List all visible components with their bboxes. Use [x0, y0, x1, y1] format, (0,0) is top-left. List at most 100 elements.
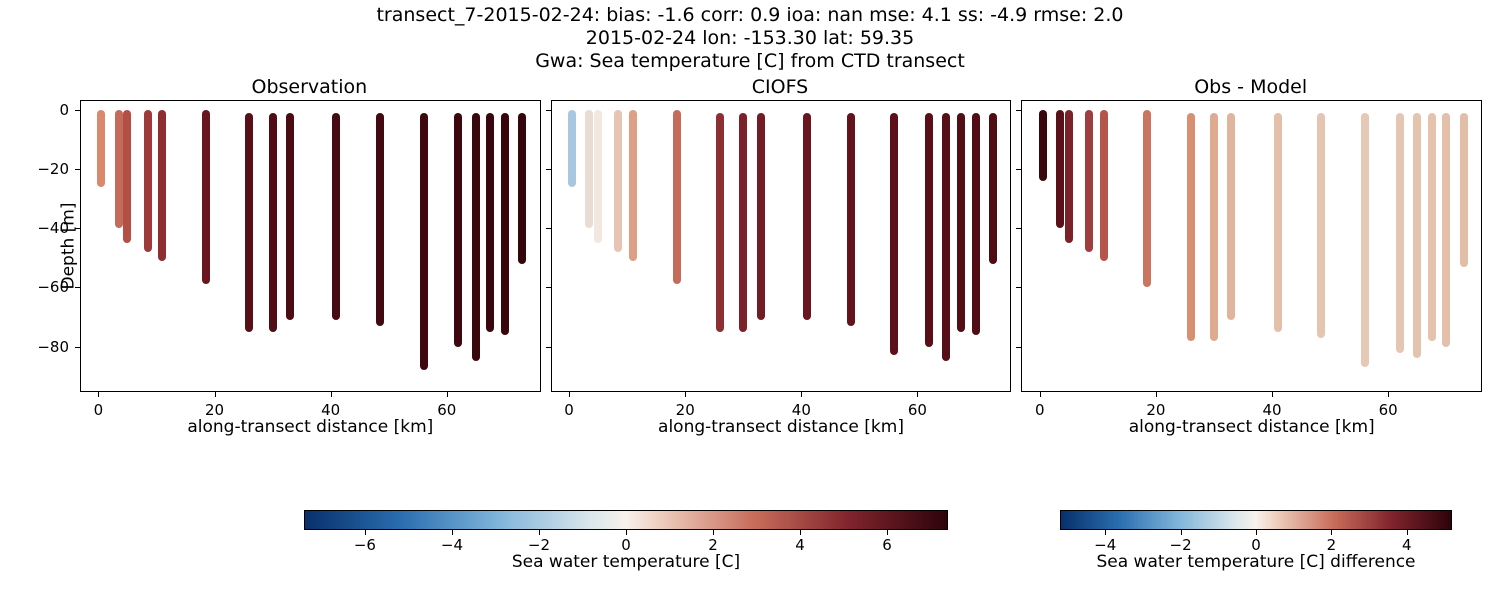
- colorbar-tick-label: 0: [621, 536, 631, 554]
- profile-bar: [332, 113, 340, 320]
- profile-bar: [486, 113, 494, 332]
- y-ticks: [542, 101, 552, 391]
- profile-bar: [144, 110, 152, 252]
- x-tick: [685, 391, 686, 397]
- y-tick: [546, 347, 552, 348]
- colorbars-row: −6−4−20246Sea water temperature [C]−4−20…: [80, 510, 1480, 580]
- colorbar-tick-label: −4: [441, 536, 463, 554]
- colorbar-tick-label: 4: [1402, 536, 1412, 554]
- x-tick: [1040, 391, 1041, 397]
- colorbar-tick: [1181, 530, 1182, 535]
- colorbar-tick: [800, 530, 801, 535]
- figure: transect_7-2015-02-24: bias: -1.6 corr: …: [0, 0, 1500, 600]
- plot-area: 0−20−40−60−800204060Depth [m]along-trans…: [80, 100, 541, 392]
- profile-bar: [1065, 110, 1073, 243]
- profile-bar: [1460, 113, 1468, 267]
- profile-bar: [472, 113, 480, 362]
- profile-bar: [158, 110, 166, 261]
- profile-bar: [594, 110, 602, 243]
- colorbar-gradient: [304, 510, 948, 530]
- profile-bar: [1317, 113, 1325, 338]
- x-ticks: 0204060: [81, 391, 540, 401]
- colorbar-tick-label: −2: [1170, 536, 1192, 554]
- colorbar-tick-label: −2: [528, 536, 550, 554]
- y-axis-label: Depth [m]: [59, 202, 79, 289]
- y-tick: [75, 169, 81, 170]
- colorbar-tick: [887, 530, 888, 535]
- colorbar-tick-label: 2: [708, 536, 718, 554]
- x-ticks: 0204060: [552, 391, 1011, 401]
- x-ticks: 0204060: [1022, 391, 1481, 401]
- colorbar-tick: [1256, 530, 1257, 535]
- y-tick: [546, 110, 552, 111]
- profile-bar: [803, 113, 811, 320]
- y-tick: [1016, 110, 1022, 111]
- y-tick: [75, 110, 81, 111]
- profile-bar: [518, 113, 526, 264]
- plot-area: 0204060along-transect distance [km]: [551, 100, 1012, 392]
- colorbar-tick: [1331, 530, 1332, 535]
- y-tick: [1016, 287, 1022, 288]
- profile-bar: [376, 113, 384, 326]
- colorbar-ticks: −4−2024: [1060, 530, 1452, 550]
- profile-bar: [585, 110, 593, 228]
- y-tick-label: 0: [59, 101, 69, 119]
- profile-bar: [1227, 113, 1235, 320]
- profile-bar: [1210, 113, 1218, 341]
- x-tick: [917, 391, 918, 397]
- profile-bar: [97, 110, 105, 187]
- colorbar-tick: [365, 530, 366, 535]
- profile-bar: [890, 113, 898, 356]
- y-tick-label: −20: [37, 160, 69, 178]
- profile-bar: [942, 113, 950, 362]
- colorbar-tick-label: 0: [1251, 536, 1261, 554]
- profile-bar: [420, 113, 428, 370]
- title-line-3: Gwa: Sea temperature [C] from CTD transe…: [0, 50, 1500, 73]
- profile-bar: [245, 113, 253, 332]
- colorbar-tick: [452, 530, 453, 535]
- profile-bar: [989, 113, 997, 264]
- y-tick-label: −80: [37, 338, 69, 356]
- panel-title: Observation: [80, 76, 539, 98]
- x-tick: [447, 391, 448, 397]
- profile-bar: [269, 113, 277, 332]
- profile-bar: [739, 113, 747, 332]
- colorbar: −6−4−20246Sea water temperature [C]: [304, 510, 948, 572]
- colorbar-ticks: −6−4−20246: [304, 530, 948, 550]
- colorbar-tick-label: −4: [1094, 536, 1116, 554]
- profile-bar: [1056, 110, 1064, 228]
- profile-bar: [673, 110, 681, 285]
- x-tick: [1156, 391, 1157, 397]
- colorbar-tick: [539, 530, 540, 535]
- colorbar-label: Sea water temperature [C]: [304, 552, 948, 572]
- colorbar-tick-label: 2: [1327, 536, 1337, 554]
- profile-bar: [1442, 113, 1450, 347]
- figure-title-block: transect_7-2015-02-24: bias: -1.6 corr: …: [0, 4, 1500, 72]
- profile-bar: [1085, 110, 1093, 252]
- colorbar-tick-label: −6: [354, 536, 376, 554]
- title-line-2: 2015-02-24 lon: -153.30 lat: 59.35: [0, 27, 1500, 50]
- colorbar-tick-label: 6: [882, 536, 892, 554]
- colorbar-tick: [1407, 530, 1408, 535]
- x-tick: [801, 391, 802, 397]
- y-tick: [1016, 228, 1022, 229]
- x-tick: [331, 391, 332, 397]
- panel-title: CIOFS: [551, 76, 1010, 98]
- y-tick: [1016, 169, 1022, 170]
- profile-bar: [629, 110, 637, 261]
- panels-row: Observation0−20−40−60−800204060Depth [m]…: [80, 100, 1480, 450]
- profile-bar: [123, 110, 131, 243]
- profile-bar: [925, 113, 933, 347]
- profile-bar: [1039, 110, 1047, 181]
- profile-bar: [1361, 113, 1369, 367]
- panel: Obs - Model0204060along-transect distanc…: [1021, 100, 1480, 450]
- x-tick: [215, 391, 216, 397]
- plot-area: 0204060along-transect distance [km]: [1021, 100, 1482, 392]
- profile-bar: [501, 113, 509, 335]
- profile-bar: [1413, 113, 1421, 359]
- x-tick: [1272, 391, 1273, 397]
- profile-bar: [202, 110, 210, 285]
- x-tick: [98, 391, 99, 397]
- profile-bar: [614, 110, 622, 252]
- colorbar: −4−2024Sea water temperature [C] differe…: [1060, 510, 1452, 572]
